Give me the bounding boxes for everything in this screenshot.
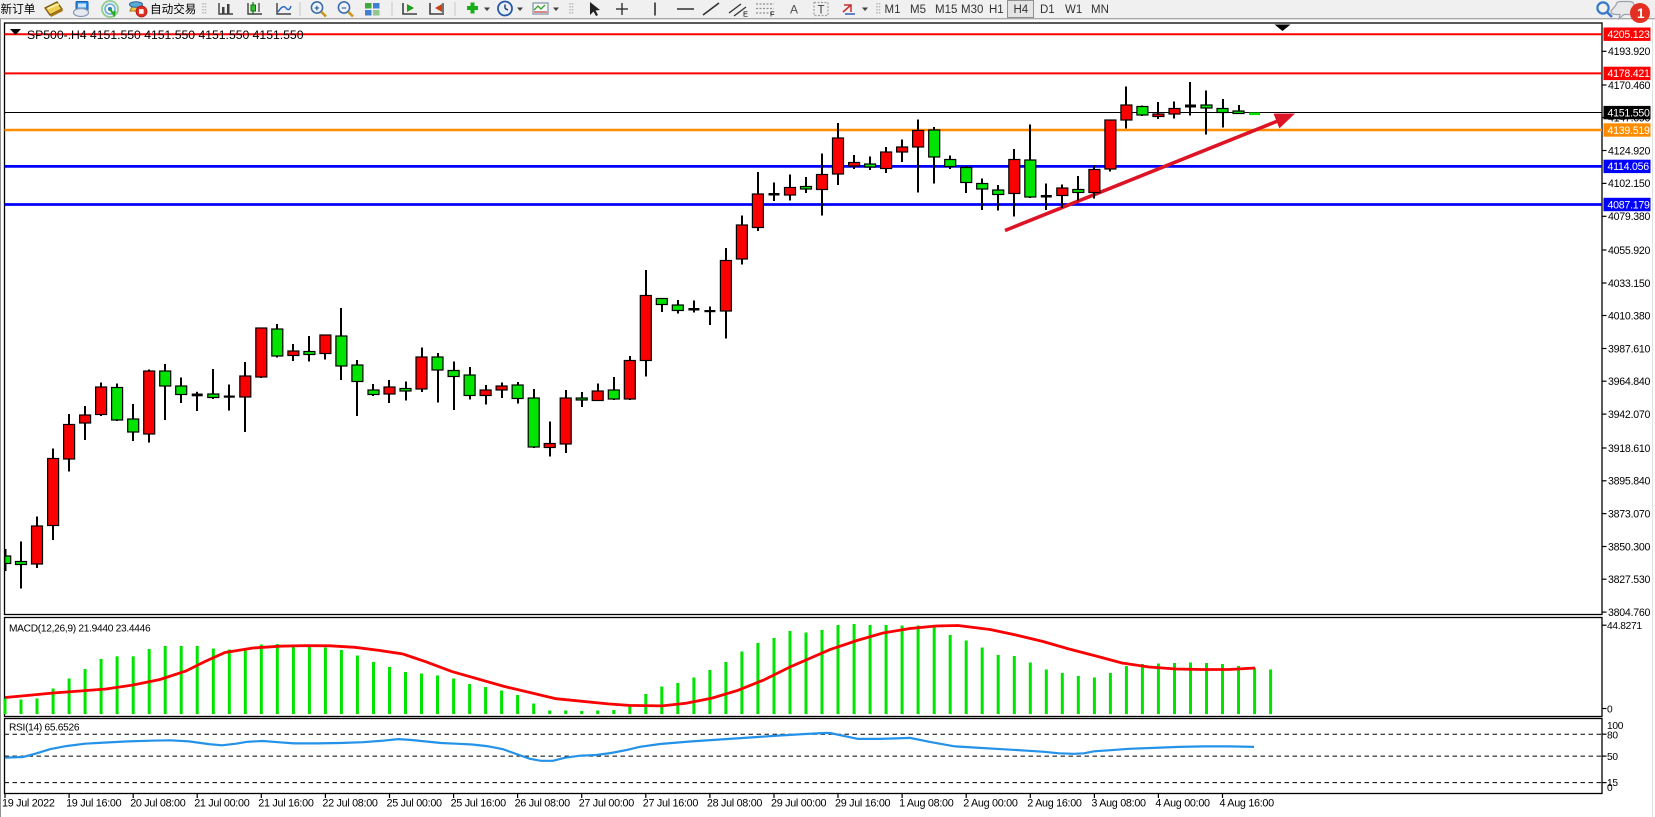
svg-text:4102.150: 4102.150 <box>1608 178 1651 190</box>
svg-text:27 Jul 00:00: 27 Jul 00:00 <box>579 798 635 810</box>
svg-text:3850.300: 3850.300 <box>1608 541 1651 553</box>
svg-text:H4: H4 <box>1014 4 1029 16</box>
svg-text:M5: M5 <box>910 4 926 16</box>
svg-text:4 Aug 16:00: 4 Aug 16:00 <box>1220 798 1275 810</box>
svg-text:3827.530: 3827.530 <box>1608 574 1651 586</box>
svg-text:19 Jul 16:00: 19 Jul 16:00 <box>66 798 122 810</box>
svg-text:MN: MN <box>1091 4 1109 16</box>
svg-text:25 Jul 16:00: 25 Jul 16:00 <box>451 798 507 810</box>
svg-text:0: 0 <box>1607 705 1613 716</box>
svg-text:自动交易: 自动交易 <box>150 2 196 16</box>
svg-text:4193.920: 4193.920 <box>1608 46 1651 58</box>
svg-text:M30: M30 <box>961 4 983 16</box>
svg-text:MACD(12,26,9) 21.9440 23.4446: MACD(12,26,9) 21.9440 23.4446 <box>9 624 151 635</box>
svg-text:50: 50 <box>1607 752 1618 763</box>
svg-text:T: T <box>818 5 825 17</box>
svg-text:22 Jul 08:00: 22 Jul 08:00 <box>322 798 378 810</box>
svg-text:+: + <box>314 3 319 13</box>
svg-text:M1: M1 <box>885 4 901 16</box>
svg-text:1: 1 <box>1637 6 1645 21</box>
svg-text:4055.920: 4055.920 <box>1608 245 1651 257</box>
svg-text:21 Jul 00:00: 21 Jul 00:00 <box>194 798 250 810</box>
svg-text:W1: W1 <box>1065 4 1082 16</box>
svg-text:2 Aug 00:00: 2 Aug 00:00 <box>963 798 1018 810</box>
svg-text:15: 15 <box>1607 778 1618 789</box>
svg-text:25 Jul 00:00: 25 Jul 00:00 <box>387 798 443 810</box>
svg-text:3 Aug 08:00: 3 Aug 08:00 <box>1091 798 1146 810</box>
svg-text:D1: D1 <box>1040 4 1055 16</box>
svg-text:3895.840: 3895.840 <box>1608 476 1651 488</box>
svg-text:SP500-.H4 4151.550 4151.550 4: SP500-.H4 4151.550 4151.550 4151.550 415… <box>27 28 304 42</box>
svg-text:4139.519: 4139.519 <box>1608 125 1651 137</box>
svg-text:−: − <box>341 3 346 13</box>
svg-text:4151.550: 4151.550 <box>1608 107 1651 119</box>
svg-text:3942.070: 3942.070 <box>1608 409 1651 421</box>
svg-text:4079.380: 4079.380 <box>1608 211 1651 223</box>
svg-text:26 Jul 08:00: 26 Jul 08:00 <box>515 798 571 810</box>
svg-text:20 Jul 08:00: 20 Jul 08:00 <box>130 798 186 810</box>
svg-text:1 Aug 08:00: 1 Aug 08:00 <box>899 798 954 810</box>
svg-text:4114.056: 4114.056 <box>1608 161 1650 173</box>
svg-text:M15: M15 <box>935 4 957 16</box>
svg-text:H1: H1 <box>989 4 1004 16</box>
svg-text:RSI(14) 65.6526: RSI(14) 65.6526 <box>9 723 80 734</box>
svg-text:4 Aug 00:00: 4 Aug 00:00 <box>1155 798 1210 810</box>
svg-text:3987.610: 3987.610 <box>1608 343 1651 355</box>
svg-text:4010.380: 4010.380 <box>1608 310 1651 322</box>
svg-text:100: 100 <box>1607 721 1624 732</box>
svg-text:A: A <box>790 3 798 17</box>
svg-text:29 Jul 00:00: 29 Jul 00:00 <box>771 798 827 810</box>
svg-text:新订单: 新订单 <box>1 2 36 16</box>
svg-text:F: F <box>770 10 775 19</box>
svg-text:3873.070: 3873.070 <box>1608 508 1651 520</box>
svg-text:2 Aug 16:00: 2 Aug 16:00 <box>1027 798 1082 810</box>
svg-text:21 Jul 16:00: 21 Jul 16:00 <box>258 798 314 810</box>
svg-text:19 Jul 2022: 19 Jul 2022 <box>2 798 55 810</box>
svg-text:28 Jul 08:00: 28 Jul 08:00 <box>707 798 763 810</box>
svg-text:29 Jul 16:00: 29 Jul 16:00 <box>835 798 891 810</box>
svg-text:80: 80 <box>1607 731 1618 742</box>
svg-text:27 Jul 16:00: 27 Jul 16:00 <box>643 798 699 810</box>
svg-text:0: 0 <box>1607 783 1613 794</box>
svg-text:E: E <box>743 10 748 19</box>
svg-text:4033.150: 4033.150 <box>1608 278 1651 290</box>
svg-text:44.8271: 44.8271 <box>1607 621 1642 632</box>
svg-text:3918.610: 3918.610 <box>1608 443 1651 455</box>
svg-text:3964.840: 3964.840 <box>1608 376 1651 388</box>
svg-text:3804.760: 3804.760 <box>1608 607 1651 619</box>
svg-text:4170.460: 4170.460 <box>1608 80 1651 92</box>
svg-text:4178.421: 4178.421 <box>1608 68 1651 80</box>
svg-text:4087.179: 4087.179 <box>1608 199 1651 211</box>
svg-text:4124.920: 4124.920 <box>1608 145 1651 157</box>
svg-text:4205.123: 4205.123 <box>1608 29 1651 41</box>
